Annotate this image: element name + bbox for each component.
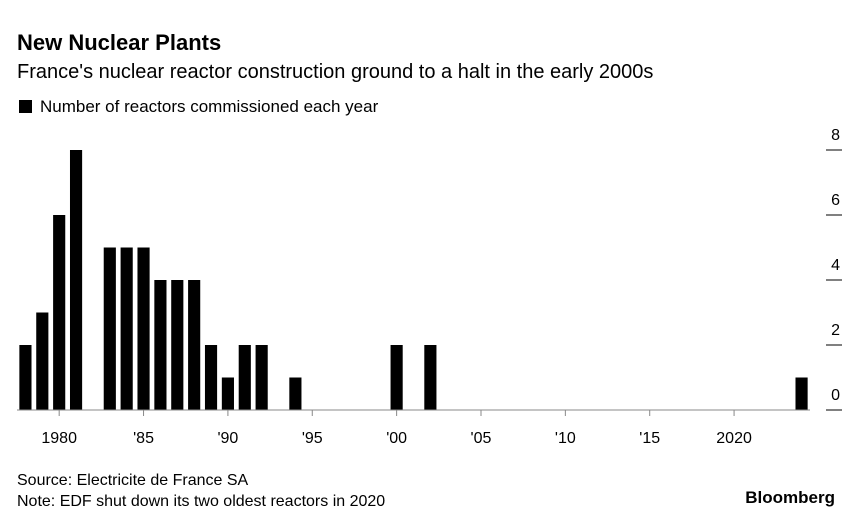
legend-swatch [19, 100, 32, 113]
bar [188, 280, 201, 410]
bar [154, 280, 167, 410]
x-tick-label: '85 [133, 430, 154, 447]
bar [137, 247, 150, 410]
x-tick-label: 1980 [41, 430, 77, 447]
bar [204, 345, 218, 410]
y-tick-label: 0 [831, 387, 840, 404]
x-tick-label: 2020 [716, 430, 752, 447]
x-tick-label: '05 [471, 430, 492, 447]
brand: Bloomberg [745, 488, 835, 507]
bar [255, 345, 268, 410]
bar [19, 345, 32, 410]
y-tick-label: 6 [831, 192, 840, 209]
bar [289, 377, 302, 410]
bar [171, 280, 184, 410]
chart-subtitle: France's nuclear reactor construction gr… [17, 61, 653, 83]
bar [795, 377, 808, 410]
note: Note: EDF shut down its two oldest react… [17, 493, 385, 510]
x-tick-label: '15 [639, 430, 660, 447]
bar [238, 345, 251, 410]
legend-label: Number of reactors commissioned each yea… [40, 97, 379, 116]
y-tick-label: 8 [831, 127, 840, 144]
x-tick-label: '90 [217, 430, 238, 447]
bar [36, 312, 49, 410]
bar [120, 247, 133, 410]
bar [221, 377, 234, 410]
source: Source: Electricite de France SA [17, 472, 249, 489]
y-tick-label: 2 [831, 322, 840, 339]
chart-title: New Nuclear Plants [17, 30, 221, 55]
y-tick-label: 4 [831, 257, 840, 274]
bar [390, 345, 403, 410]
bar [424, 345, 437, 410]
x-tick-label: '10 [555, 430, 576, 447]
bar [103, 247, 116, 410]
x-tick-label: '00 [386, 430, 407, 447]
bar [69, 150, 83, 410]
bar [53, 215, 66, 410]
x-tick-label: '95 [302, 430, 323, 447]
